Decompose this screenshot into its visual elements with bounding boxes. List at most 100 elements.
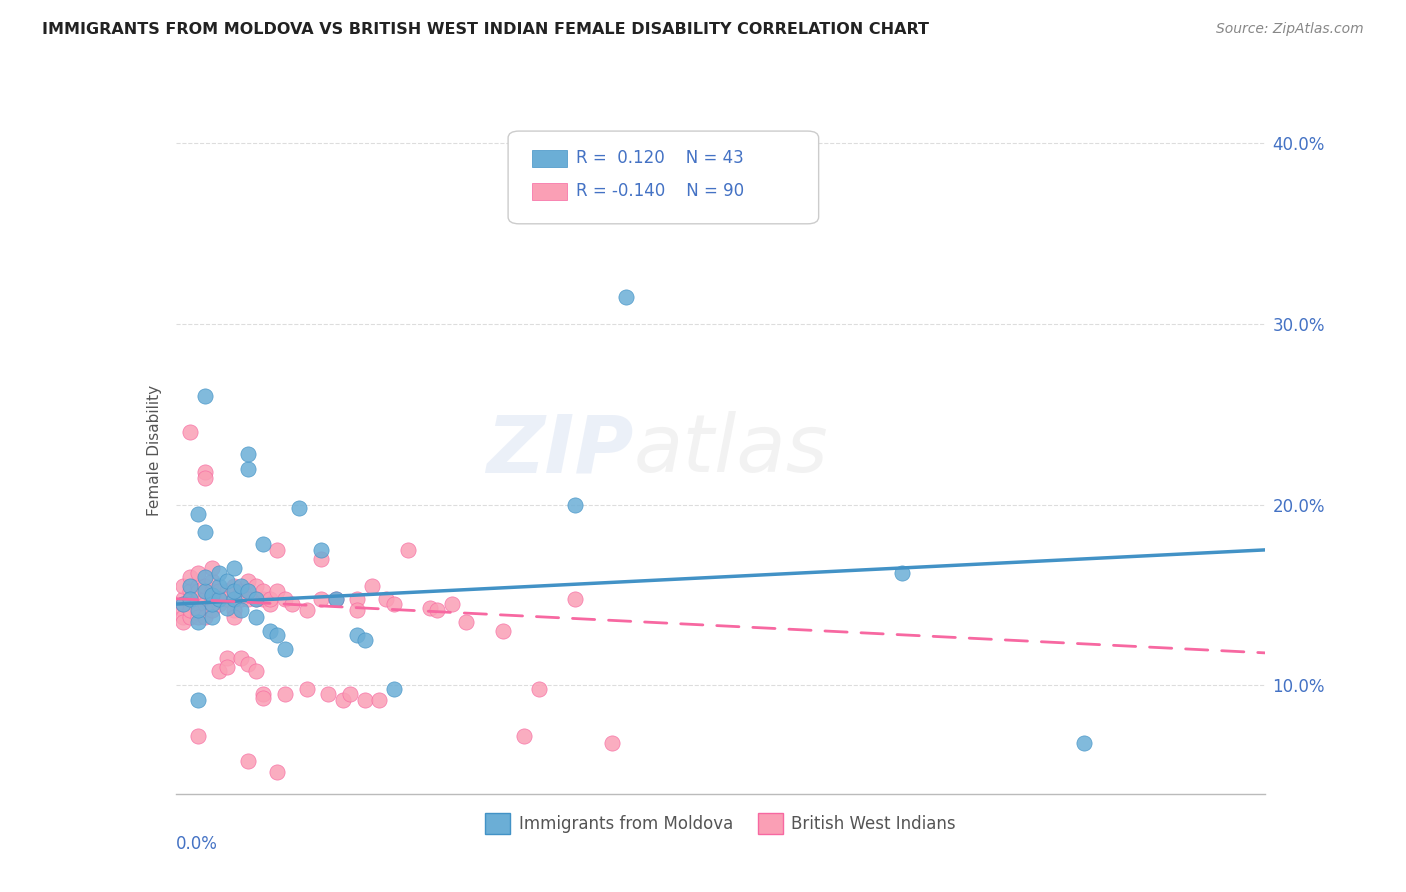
Point <box>238 461 260 475</box>
Point <box>201 561 224 575</box>
Text: ZIP: ZIP <box>486 411 633 490</box>
Point <box>186 507 209 521</box>
Point <box>281 597 304 611</box>
Point <box>222 602 245 616</box>
FancyBboxPatch shape <box>508 131 818 224</box>
Point <box>172 602 194 616</box>
Point <box>179 609 201 624</box>
Point <box>353 633 375 648</box>
Point <box>600 736 623 750</box>
Point <box>208 579 231 593</box>
Point <box>309 591 332 606</box>
Text: atlas: atlas <box>633 411 828 490</box>
Point <box>194 609 217 624</box>
Point <box>201 609 224 624</box>
Point <box>194 465 217 479</box>
Point <box>172 597 194 611</box>
Point <box>201 588 224 602</box>
Point <box>194 597 217 611</box>
Point <box>172 591 194 606</box>
Point <box>194 389 217 403</box>
Point <box>339 688 361 702</box>
Point <box>194 470 217 484</box>
Point <box>266 542 288 557</box>
Point <box>222 609 245 624</box>
Point <box>222 584 245 599</box>
Point <box>252 591 274 606</box>
Point <box>266 584 288 599</box>
Point <box>208 591 231 606</box>
Point <box>172 609 194 624</box>
Text: R = -0.140    N = 90: R = -0.140 N = 90 <box>575 182 744 200</box>
Point <box>172 579 194 593</box>
Point <box>325 591 347 606</box>
Point <box>231 591 253 606</box>
Point <box>179 597 201 611</box>
Point <box>186 729 209 743</box>
Point <box>186 579 209 593</box>
Point <box>564 591 586 606</box>
Y-axis label: Female Disability: Female Disability <box>146 384 162 516</box>
Text: Source: ZipAtlas.com: Source: ZipAtlas.com <box>1216 22 1364 37</box>
Point <box>215 651 238 665</box>
Text: R =  0.120    N = 43: R = 0.120 N = 43 <box>575 149 744 167</box>
Point <box>266 628 288 642</box>
Point <box>172 615 194 630</box>
Point <box>222 591 245 606</box>
Point <box>346 591 368 606</box>
Point <box>259 624 281 639</box>
Point <box>179 602 201 616</box>
Point <box>172 597 194 611</box>
Point <box>274 642 297 657</box>
Point <box>360 579 382 593</box>
Point <box>201 574 224 588</box>
Point <box>492 624 515 639</box>
Point <box>201 602 224 616</box>
Point <box>231 579 253 593</box>
Point <box>186 606 209 620</box>
Point <box>238 755 260 769</box>
Point <box>194 524 217 539</box>
Point <box>186 609 209 624</box>
Point <box>614 290 637 304</box>
Point <box>194 584 217 599</box>
Point <box>208 597 231 611</box>
FancyBboxPatch shape <box>531 150 567 167</box>
Point <box>245 609 267 624</box>
Point <box>215 574 238 588</box>
Legend: Immigrants from Moldova, British West Indians: Immigrants from Moldova, British West In… <box>478 807 963 840</box>
Point <box>295 681 318 696</box>
Point <box>186 566 209 581</box>
Point <box>274 591 297 606</box>
Point <box>440 597 463 611</box>
Point <box>259 597 281 611</box>
Point <box>252 537 274 551</box>
Point <box>222 591 245 606</box>
Point <box>419 600 441 615</box>
Point <box>266 765 288 780</box>
Point <box>186 615 209 630</box>
Point <box>513 729 536 743</box>
FancyBboxPatch shape <box>531 183 567 200</box>
Point <box>252 584 274 599</box>
Point <box>288 501 311 516</box>
Point <box>332 693 354 707</box>
Point <box>208 664 231 678</box>
Point <box>1073 736 1095 750</box>
Point <box>245 591 267 606</box>
Point <box>194 570 217 584</box>
Point <box>382 597 405 611</box>
Point <box>201 584 224 599</box>
Point <box>259 591 281 606</box>
Point <box>215 600 238 615</box>
Point <box>215 584 238 599</box>
Point <box>186 602 209 616</box>
Point <box>179 425 201 440</box>
Point <box>274 688 297 702</box>
Point <box>238 574 260 588</box>
Point <box>215 591 238 606</box>
Point <box>179 579 201 593</box>
Point <box>208 566 231 581</box>
Point <box>186 584 209 599</box>
Point <box>396 542 419 557</box>
